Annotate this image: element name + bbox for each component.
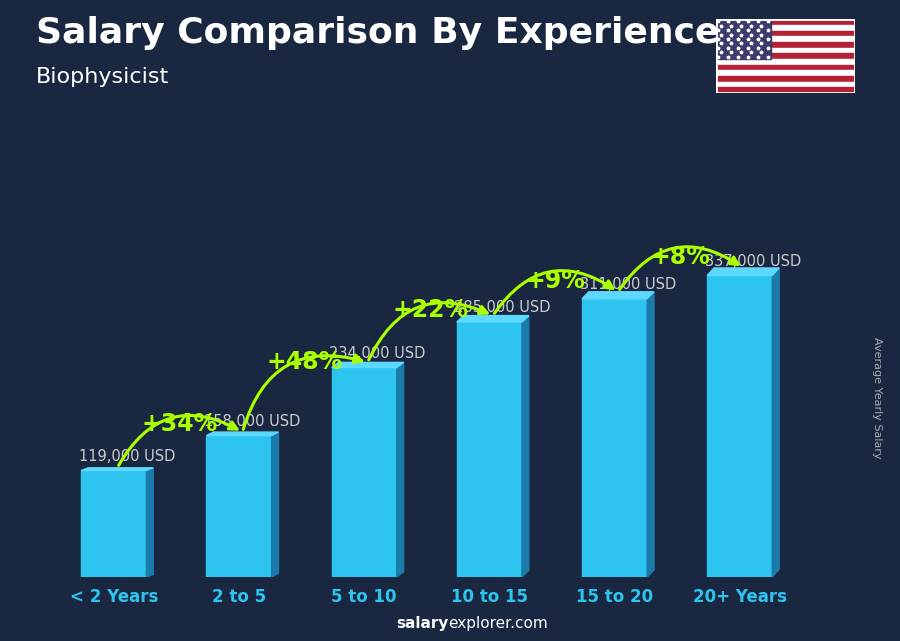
Polygon shape xyxy=(397,362,403,577)
Bar xyxy=(716,31,855,37)
Text: +9%: +9% xyxy=(526,269,585,294)
Text: +8%: +8% xyxy=(651,246,710,269)
Text: +48%: +48% xyxy=(267,350,343,374)
Text: +34%: +34% xyxy=(142,412,218,437)
Bar xyxy=(716,65,855,71)
Text: 234,000 USD: 234,000 USD xyxy=(329,345,426,361)
Bar xyxy=(716,19,855,25)
Polygon shape xyxy=(772,268,779,577)
Bar xyxy=(716,19,771,59)
Polygon shape xyxy=(707,276,772,577)
Polygon shape xyxy=(582,299,647,577)
Polygon shape xyxy=(457,315,529,322)
Polygon shape xyxy=(272,432,278,577)
Text: Biophysicist: Biophysicist xyxy=(36,67,169,87)
Polygon shape xyxy=(522,315,529,577)
Polygon shape xyxy=(707,268,779,276)
Text: explorer.com: explorer.com xyxy=(448,617,548,631)
Text: 337,000 USD: 337,000 USD xyxy=(705,254,801,269)
Bar xyxy=(716,87,855,93)
Polygon shape xyxy=(332,362,403,367)
Bar xyxy=(716,47,855,53)
Bar xyxy=(716,42,855,47)
Polygon shape xyxy=(81,470,147,577)
Bar xyxy=(716,25,855,31)
Polygon shape xyxy=(582,292,654,299)
Bar xyxy=(716,76,855,81)
Text: Salary Comparison By Experience: Salary Comparison By Experience xyxy=(36,16,719,50)
Polygon shape xyxy=(206,432,278,436)
Bar xyxy=(716,59,855,65)
Text: 158,000 USD: 158,000 USD xyxy=(204,413,301,429)
Text: Average Yearly Salary: Average Yearly Salary xyxy=(872,337,883,458)
Text: 119,000 USD: 119,000 USD xyxy=(79,449,176,463)
Text: 285,000 USD: 285,000 USD xyxy=(454,300,551,315)
Bar xyxy=(716,53,855,59)
Polygon shape xyxy=(457,322,522,577)
Bar xyxy=(716,37,855,42)
Text: 311,000 USD: 311,000 USD xyxy=(580,277,676,292)
Bar xyxy=(716,81,855,87)
Polygon shape xyxy=(147,468,153,577)
Bar xyxy=(716,71,855,76)
Polygon shape xyxy=(206,436,272,577)
Polygon shape xyxy=(647,292,654,577)
Polygon shape xyxy=(81,468,153,470)
Text: salary: salary xyxy=(396,617,448,631)
Polygon shape xyxy=(332,367,397,577)
Text: +22%: +22% xyxy=(392,298,468,322)
